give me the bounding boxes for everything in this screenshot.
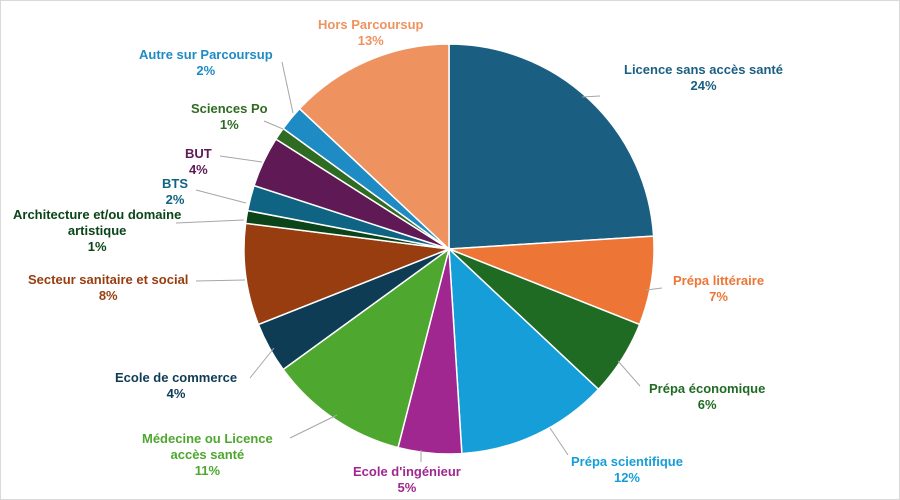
pie-slice-licence-sans-acces-sante: [448, 43, 655, 250]
slice-label-ecole-de-commerce: Ecole de commerce 4%: [115, 370, 237, 402]
slice-value-label: 5%: [397, 480, 417, 495]
slice-label-bts: BTS 2%: [162, 176, 188, 208]
slice-category-label: Licence sans accès santé: [624, 62, 783, 77]
leader-line: [195, 189, 247, 204]
slice-category-label: Prépa scientifique: [571, 454, 683, 469]
leader-line: [219, 155, 263, 163]
leader-line: [249, 347, 275, 379]
slice-value-label: 24%: [690, 78, 717, 93]
pie-slice-prepa-scientifique: [448, 247, 600, 455]
slice-value-label: 2%: [196, 63, 216, 78]
leader-line: [617, 360, 641, 387]
slice-value-label: 11%: [194, 463, 221, 478]
leader-line: [175, 219, 245, 224]
slice-category-label: Architecture et/ou domaine artistique: [13, 207, 182, 238]
pie-slice-hors-parcoursup: [298, 43, 450, 251]
pie-slice-secteur-sanitaire-et-social: [243, 222, 450, 326]
slice-value-label: 4%: [166, 386, 186, 401]
slice-category-label: Hors Parcoursup: [318, 17, 424, 32]
leader-line: [195, 279, 246, 282]
slice-value-label: 8%: [98, 288, 118, 303]
slice-value-label: 13%: [357, 33, 384, 48]
leader-line: [281, 61, 294, 114]
leader-line: [549, 427, 569, 456]
slice-category-label: Autre sur Parcoursup: [139, 47, 273, 62]
slice-label-hors-parcoursup: Hors Parcoursup 13%: [318, 17, 423, 49]
slice-category-label: Ecole d'ingénieur: [353, 464, 461, 479]
slice-value-label: 12%: [613, 470, 640, 485]
slice-value-label: 1%: [219, 117, 239, 132]
slice-value-label: 2%: [165, 192, 185, 207]
slice-label-architecture-et-ou-domaine-artistique: Architecture et/ou domaine artistique 1%: [13, 207, 181, 255]
slice-label-prepa-economique: Prépa économique 6%: [649, 381, 765, 413]
slice-category-label: Sciences Po: [191, 101, 268, 116]
slice-label-prepa-scientifique: Prépa scientifique 12%: [571, 454, 683, 486]
slice-value-label: 1%: [87, 239, 107, 254]
slice-label-secteur-sanitaire-et-social: Secteur sanitaire et social 8%: [28, 272, 188, 304]
leader-line: [263, 120, 284, 130]
slice-label-prepa-litteraire: Prépa littéraire 7%: [673, 273, 764, 305]
slice-category-label: Prépa littéraire: [673, 273, 765, 288]
slice-label-medecine-ou-licence-acces-sante: Médecine ou Licence accès santé 11%: [142, 431, 273, 479]
leader-line: [289, 414, 338, 439]
slice-category-label: Médecine ou Licence accès santé: [142, 431, 273, 462]
slice-label-sciences-po: Sciences Po 1%: [191, 101, 268, 133]
slice-category-label: BTS: [162, 176, 188, 191]
slice-value-label: 6%: [697, 397, 717, 412]
leader-line: [581, 95, 601, 98]
leader-line: [645, 287, 663, 291]
slice-label-ecole-d-ingenieur: Ecole d'ingénieur 5%: [353, 464, 461, 496]
pie-slice-medecine-ou-licence-acces-sante: [282, 247, 451, 449]
pie-slices: [243, 43, 655, 455]
slice-label-licence-sans-acces-sante: Licence sans accès santé 24%: [624, 62, 783, 94]
slice-label-autre-sur-parcoursup: Autre sur Parcoursup 2%: [139, 47, 273, 79]
slice-value-label: 7%: [709, 289, 728, 304]
slice-category-label: Ecole de commerce: [115, 370, 238, 385]
slice-category-label: Prépa économique: [649, 381, 766, 396]
slice-category-label: BUT: [185, 146, 212, 161]
slice-label-but: BUT 4%: [185, 146, 212, 178]
slice-category-label: Secteur sanitaire et social: [28, 272, 189, 287]
leader-lines: [175, 61, 663, 462]
slice-value-label: 4%: [188, 162, 208, 177]
